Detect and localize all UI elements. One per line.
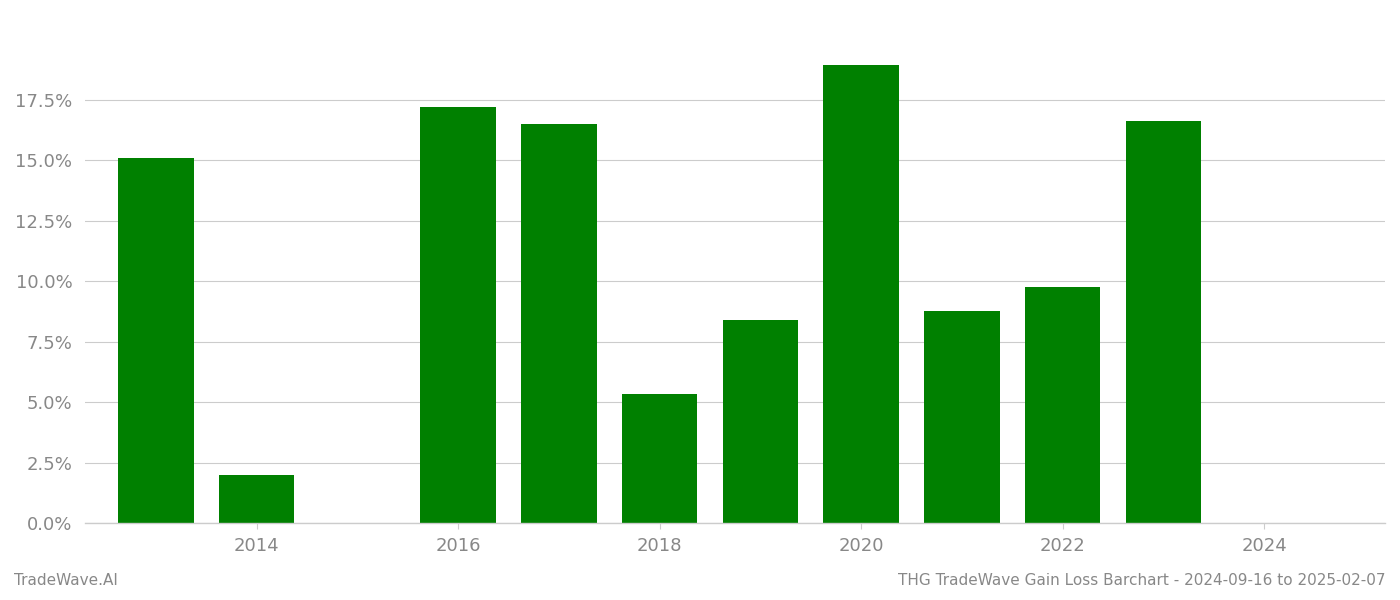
- Bar: [622, 394, 697, 523]
- Bar: [420, 107, 496, 523]
- Bar: [521, 124, 596, 523]
- Bar: [722, 320, 798, 523]
- Text: TradeWave.AI: TradeWave.AI: [14, 573, 118, 588]
- Text: THG TradeWave Gain Loss Barchart - 2024-09-16 to 2025-02-07: THG TradeWave Gain Loss Barchart - 2024-…: [899, 573, 1386, 588]
- Bar: [924, 311, 1000, 523]
- Bar: [823, 65, 899, 523]
- Bar: [1126, 121, 1201, 523]
- Bar: [118, 158, 193, 523]
- Bar: [218, 475, 294, 523]
- Bar: [1025, 287, 1100, 523]
